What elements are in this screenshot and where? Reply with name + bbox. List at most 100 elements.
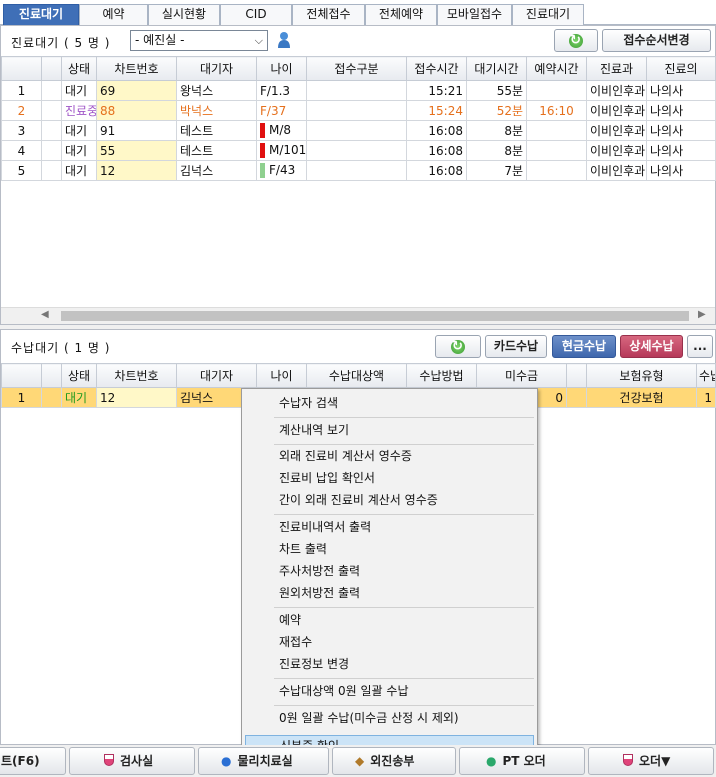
menu-item-view-calculation[interactable]: 계산내역 보기 [279,423,350,437]
menu-item-zero-bulk-payment[interactable]: 수납대상액 0원 일괄 수납 [279,684,409,698]
row-blank-2 [566,387,587,408]
row-blank [41,100,62,121]
row-reception-time: 16:08 [406,160,467,181]
col-no[interactable] [1,56,42,81]
payment-table-header: 상태 차트번호 대기자 나이 수납대상액 수납방법 미수금 보험유형 수납 [1,363,716,388]
col-blank[interactable] [41,363,62,388]
payment-refresh-button[interactable] [435,335,481,358]
transfer-button-label: 외진송부 [370,754,415,768]
col-status[interactable]: 상태 [61,363,97,388]
col-chart-no[interactable]: 차트번호 [96,363,177,388]
col-age[interactable]: 나이 [256,56,307,81]
col-wait-time[interactable]: 대기시간 [466,56,527,81]
col-blank-2[interactable] [566,363,587,388]
row-status: 대기 [61,387,97,408]
pt-order-button[interactable]: ● PT 오더 [459,747,585,775]
refresh-button[interactable] [554,29,598,52]
detail-payment-button[interactable]: 상세수납 [620,335,683,358]
col-paid[interactable]: 수납 [696,363,716,388]
menu-item-simple-receipt[interactable]: 간이 외래 진료비 계산서 영수증 [279,493,438,507]
scroll-right-icon[interactable]: ▶ [698,309,706,320]
reorder-button[interactable]: 접수순서변경 [602,29,711,52]
row-no: 4 [1,140,42,161]
row-status: 대기 [61,120,97,141]
col-age[interactable]: 나이 [256,363,307,388]
row-name: 박넉스 [176,100,257,121]
table-row[interactable]: 3 대기 91 테스트 M/8 16:08 8분 이비인후과 나의사 [1,120,716,141]
tab-waiting[interactable]: 진료대기 [3,4,79,25]
scroll-left-icon[interactable]: ◀ [41,309,49,320]
col-payment-target[interactable]: 수납대상액 [306,363,407,388]
tab-waiting-2[interactable]: 진료대기 [512,4,584,25]
tab-reservation[interactable]: 예약 [79,4,148,25]
more-button[interactable]: ... [687,335,713,358]
row-wait-time: 7분 [466,160,527,181]
col-name[interactable]: 대기자 [176,363,257,388]
row-department: 이비인후과 [586,80,647,101]
col-doctor[interactable]: 진료의 [646,56,716,81]
pill-icon: ● [221,754,232,768]
tab-cid[interactable]: CID [220,4,292,25]
row-reception-time: 16:08 [406,120,467,141]
tab-mobile-reception[interactable]: 모바일접수 [437,4,512,25]
col-reservation-time[interactable]: 예약시간 [526,56,587,81]
table-row[interactable]: 1 대기 69 왕넉스 F/1.3 15:21 55분 이비인후과 나의사 [1,80,716,101]
order-button[interactable]: 오더▼ [588,747,714,775]
row-chart-no: 69 [96,80,177,101]
row-reservation-time [526,80,587,101]
menu-item-zero-bulk-exclude[interactable]: 0원 일괄 수납(미수금 산정 시 제외) [279,711,459,725]
table-row[interactable]: 2 진료중 88 박넉스 F/37 15:24 52분 16:10 이비인후과 … [1,100,716,121]
tab-all-reservation[interactable]: 전체예약 [365,4,437,25]
department-select[interactable]: - 예진실 - ⌵ [130,30,268,51]
person-icon[interactable] [277,31,291,49]
col-reception-time[interactable]: 접수시간 [406,56,467,81]
menu-item-print-injection-rx[interactable]: 주사처방전 출력 [279,564,361,578]
table-row[interactable]: 4 대기 55 테스트 M/101 16:08 8분 이비인후과 나의사 [1,140,716,161]
col-department[interactable]: 진료과 [586,56,647,81]
menu-separator [274,444,534,445]
row-reception-type [306,160,407,181]
order-button-label: 오더▼ [639,754,671,768]
transfer-button[interactable]: ◆ 외진송부 [332,747,456,775]
row-age: M/101 [269,143,307,157]
col-no[interactable] [1,363,42,388]
menu-separator [274,607,534,608]
col-reception-type[interactable]: 접수구분 [306,56,407,81]
col-chart-no[interactable]: 차트번호 [96,56,177,81]
row-status: 진료중 [61,100,97,121]
menu-item-print-outpatient-rx[interactable]: 원외처방전 출력 [279,586,361,600]
menu-item-search-payer[interactable]: 수납자 검색 [279,396,339,410]
col-status[interactable]: 상태 [61,56,97,81]
col-name[interactable]: 대기자 [176,56,257,81]
menu-item-reservation[interactable]: 예약 [279,613,302,627]
tab-status[interactable]: 실시현황 [148,4,220,25]
menu-item-payment-confirmation[interactable]: 진료비 납입 확인서 [279,471,375,485]
menu-separator [274,705,534,706]
bottom-toolbar: 트(F6) 검사실 ● 물리치료실 ◆ 외진송부 ● PT 오더 오더▼ [0,745,716,777]
f6-button[interactable]: 트(F6) [0,747,66,775]
row-reservation-time [526,120,587,141]
menu-item-print-statement[interactable]: 진료비내역서 출력 [279,520,372,534]
scroll-thumb[interactable] [61,311,689,321]
menu-item-outpatient-receipt[interactable]: 외래 진료비 계산서 영수증 [279,449,412,463]
col-insurance-type[interactable]: 보험유형 [586,363,697,388]
row-reception-type [306,120,407,141]
col-payment-method[interactable]: 수납방법 [406,363,477,388]
menu-item-change-info[interactable]: 진료정보 변경 [279,657,350,671]
waiting-horizontal-scrollbar[interactable]: ◀ ▶ [1,307,715,324]
row-department: 이비인후과 [586,160,647,181]
row-reservation-time [526,160,587,181]
row-no: 1 [1,387,42,408]
cash-payment-button[interactable]: 현금수납 [552,335,616,358]
lab-button[interactable]: 검사실 [69,747,195,775]
col-unpaid[interactable]: 미수금 [476,363,567,388]
table-row[interactable]: 5 대기 12 김넉스 F/43 16:08 7분 이비인후과 나의사 [1,160,716,181]
row-no: 5 [1,160,42,181]
col-blank[interactable] [41,56,62,81]
menu-item-print-chart[interactable]: 차트 출력 [279,542,327,556]
waiting-panel: 진료대기 ( 5 명 ) - 예진실 - ⌵ 접수순서변경 상태 차트번호 대기 [0,25,716,325]
tab-all-reception[interactable]: 전체접수 [292,4,365,25]
card-payment-button[interactable]: 카드수납 [485,335,547,358]
physio-button[interactable]: ● 물리치료실 [198,747,329,775]
menu-item-re-reception[interactable]: 재접수 [279,635,313,649]
